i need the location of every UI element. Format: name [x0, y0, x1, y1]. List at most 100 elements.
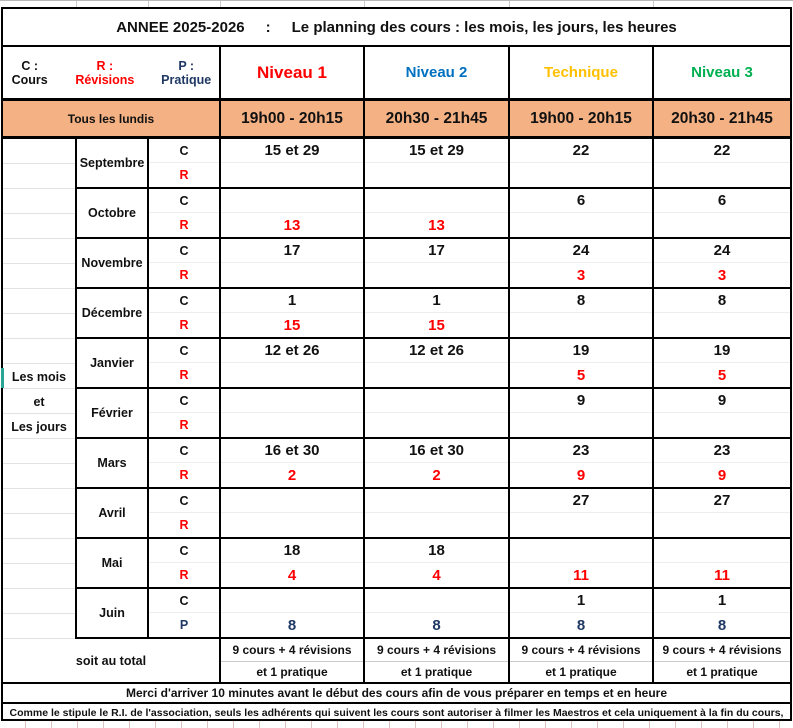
revision-dates [365, 513, 508, 537]
revision-dates [510, 213, 652, 237]
planning-table: ANNEE 2025-2026 : Le planning des cours … [1, 7, 792, 721]
schedule-cell: 15 et 29 [365, 139, 510, 187]
month-name: Juin [77, 589, 149, 637]
cours-dates: 16 et 30 [221, 439, 363, 463]
cours-dates: 1 [510, 589, 652, 613]
row-letter-column: C R [149, 389, 221, 437]
cours-dates: 1 [365, 289, 508, 313]
cours-dates [510, 539, 652, 563]
schedule-cell: 18 4 [365, 539, 510, 587]
schedule-cell: 17 [221, 239, 365, 287]
cours-dates: 6 [654, 189, 790, 213]
cours-dates: 1 [654, 589, 790, 613]
letter-r: R [179, 518, 189, 532]
schedule-cell: 13 [221, 189, 365, 237]
row-letter-column: C R [149, 239, 221, 287]
schedule-cell: 6 [654, 189, 790, 237]
schedule-cell: 24 3 [654, 239, 790, 287]
revision-dates: 4 [432, 566, 441, 584]
schedule-cell: 1 8 [510, 589, 654, 637]
cours-dates: 22 [510, 139, 652, 163]
revision-dates: 3 [576, 266, 586, 284]
revision-dates: 5 [576, 366, 586, 384]
row-letter-column: C R [149, 489, 221, 537]
footer-note-filming: Comme le stipule le R.I. de l'associatio… [9, 706, 784, 719]
time-cell-niveau2: 20h30 - 21h45 [365, 101, 510, 136]
cours-dates: 16 et 30 [365, 439, 508, 463]
month-grid: Septembre C R 15 et 29 15 et 29 22 [77, 139, 790, 639]
side-label-line3: Les jours [11, 420, 67, 434]
month-row-mai: Mai C R 18 4 18 4 11 [77, 539, 790, 589]
schedule-cell: 6 [510, 189, 654, 237]
revision-dates: 9 [717, 466, 727, 484]
total-line1: 9 cours + 4 révisions [221, 639, 363, 662]
cours-dates: 23 [510, 439, 652, 463]
pratique-dates: 8 [287, 616, 297, 634]
revision-dates [221, 263, 363, 287]
month-name: Avril [77, 489, 149, 537]
letter-r: R [179, 368, 189, 382]
letter-r: R [179, 468, 189, 482]
revision-dates [221, 513, 363, 537]
month-name: Mai [77, 539, 149, 587]
row-letter-column: C R [149, 289, 221, 337]
cours-dates: 24 [510, 239, 652, 263]
revision-dates [654, 313, 790, 337]
gridline-tick [509, 1, 510, 8]
letter-c: C [149, 439, 219, 463]
letter-r: R [179, 318, 189, 332]
cours-dates: 23 [654, 439, 790, 463]
gridline-tick [220, 1, 221, 8]
total-cell-technique: 9 cours + 4 révisions et 1 pratique [510, 639, 654, 682]
title-separator: : [265, 18, 271, 36]
letter-r: R [179, 218, 189, 232]
legend-cell: C : Cours R : Révisions P : Pratique [3, 47, 221, 98]
row-letter-column: C R [149, 439, 221, 487]
row-letter-column: C R [149, 189, 221, 237]
bottom-gridline-strip [0, 721, 793, 728]
side-label-line1: Les mois [11, 370, 67, 384]
totals-label: soit au total [3, 639, 221, 682]
letter-c: C [149, 539, 219, 563]
schedule-cell: 11 [510, 539, 654, 587]
letter-c: C [149, 489, 219, 513]
schedule-cell: 22 [510, 139, 654, 187]
cours-dates: 19 [510, 339, 652, 363]
months-section: Les mois et Les jours Septembre C R 15 e… [3, 139, 790, 639]
cours-dates [365, 189, 508, 213]
revision-dates [221, 413, 363, 437]
row-letter-column: C R [149, 339, 221, 387]
legend-cours: C : Cours [11, 58, 48, 87]
revision-dates [510, 513, 652, 537]
gridline-tick [364, 1, 365, 8]
letter-p: P [179, 618, 189, 632]
cours-dates: 1 [221, 289, 363, 313]
column-header-niveau2: Niveau 2 [365, 47, 510, 98]
top-gridline-strip [0, 0, 793, 8]
gridline-tick [148, 1, 149, 8]
schedule-cell: 9 [654, 389, 790, 437]
revision-dates [510, 413, 652, 437]
total-line2: et 1 pratique [400, 665, 473, 679]
total-line1: 9 cours + 4 révisions [365, 639, 508, 662]
month-row-janvier: Janvier C R 12 et 26 12 et 26 19 [77, 339, 790, 389]
schedule-cell [365, 389, 510, 437]
schedule-cell: 15 et 29 [221, 139, 365, 187]
total-line2: et 1 pratique [545, 665, 617, 679]
schedule-cell: 27 [654, 489, 790, 537]
total-cell-niveau3: 9 cours + 4 révisions et 1 pratique [654, 639, 790, 682]
column-header-niveau3: Niveau 3 [691, 64, 753, 81]
cours-dates: 18 [221, 539, 363, 563]
gridline-tick [76, 1, 77, 8]
letter-r: R [179, 568, 189, 582]
title-text: Le planning des cours : les mois, les jo… [291, 18, 677, 36]
time-cell-technique: 19h00 - 20h15 [510, 101, 654, 136]
month-name: Mars [77, 439, 149, 487]
schedule-cell: 18 4 [221, 539, 365, 587]
cours-dates [221, 189, 363, 213]
schedule-cell: 12 et 26 [221, 339, 365, 387]
letter-c: C [149, 339, 219, 363]
schedule-cell: 13 [365, 189, 510, 237]
schedule-cell: 8 [221, 589, 365, 637]
schedule-cell: 23 9 [510, 439, 654, 487]
